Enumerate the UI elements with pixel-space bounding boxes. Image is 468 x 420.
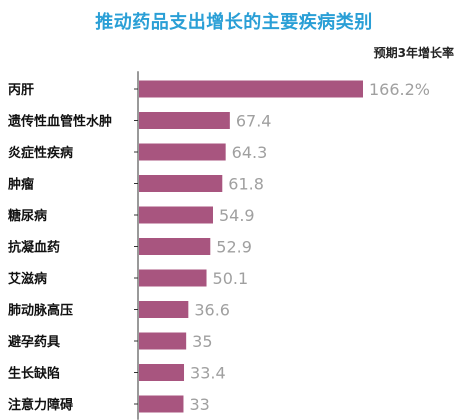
category-label: 炎症性疾病	[8, 145, 73, 161]
bar	[139, 332, 187, 350]
bar	[139, 301, 189, 318]
category-label: 注意力障碍	[8, 397, 73, 413]
category-label: 遗传性血管性水肿	[7, 114, 112, 130]
bar	[139, 269, 207, 287]
value-label: 54.9	[219, 206, 255, 225]
value-label: 64.3	[232, 143, 268, 162]
value-label: 33	[189, 395, 209, 414]
category-label: 肿瘤	[8, 177, 34, 193]
value-label: 67.4	[236, 112, 272, 131]
bar	[139, 175, 223, 192]
chart-subtitle: 预期3年增长率	[373, 46, 454, 60]
bar	[139, 238, 211, 255]
bar	[139, 112, 230, 129]
category-label: 避孕药具	[8, 334, 60, 350]
value-label: 61.8	[228, 175, 264, 194]
chart-title: 推动药品支出增长的主要疾病类别	[95, 12, 373, 33]
bar	[139, 395, 184, 413]
bar	[139, 80, 363, 98]
value-label: 166.2%	[369, 80, 430, 99]
value-label: 33.4	[190, 364, 226, 383]
value-label: 50.1	[213, 269, 249, 288]
bar	[139, 364, 185, 381]
value-label: 52.9	[216, 238, 252, 257]
value-label: 36.6	[194, 301, 230, 320]
category-label: 抗凝血药	[8, 240, 60, 256]
bar	[139, 206, 213, 224]
category-label: 艾滋病	[8, 271, 47, 287]
category-label: 糖尿病	[8, 208, 47, 224]
category-label: 生长缺陷	[8, 366, 60, 382]
bar	[139, 143, 226, 161]
category-label: 肺动脉高压	[8, 303, 73, 319]
category-label: 丙肝	[8, 83, 34, 98]
value-label: 35	[192, 332, 212, 351]
